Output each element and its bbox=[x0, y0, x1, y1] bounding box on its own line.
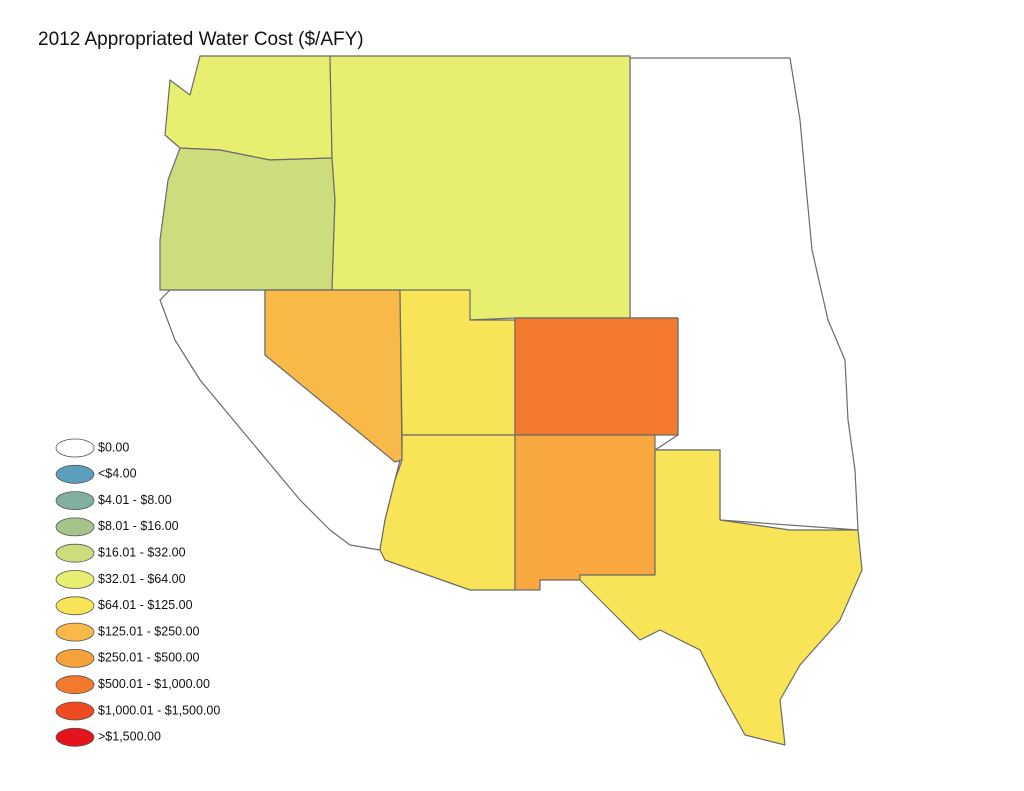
state-texas bbox=[579, 449, 863, 746]
legend-swatch bbox=[55, 517, 95, 537]
map-title: 2012 Appropriated Water Cost ($/AFY) bbox=[38, 29, 364, 50]
state-idaho-montana-wyoming bbox=[329, 55, 631, 321]
legend-swatch bbox=[55, 675, 95, 695]
legend-swatch bbox=[55, 438, 95, 458]
legend-swatch bbox=[55, 622, 95, 642]
legend-label: $16.01 - $32.00 bbox=[98, 545, 186, 559]
state-washington bbox=[164, 55, 333, 161]
legend-label: >$1,500.00 bbox=[98, 730, 161, 744]
legend-label: $500.01 - $1,000.00 bbox=[98, 677, 210, 691]
legend-label: $32.01 - $64.00 bbox=[98, 572, 186, 586]
legend-label: $8.01 - $16.00 bbox=[98, 519, 179, 533]
legend-label: $250.01 - $500.00 bbox=[98, 651, 200, 665]
legend-label: $64.01 - $125.00 bbox=[98, 598, 193, 612]
legend-label: $4.01 - $8.00 bbox=[98, 493, 172, 507]
state-colorado bbox=[514, 317, 679, 436]
legend-label: $0.00 bbox=[98, 440, 129, 454]
legend-swatch bbox=[55, 596, 95, 616]
state-new-mexico bbox=[514, 434, 656, 591]
legend-swatch bbox=[55, 727, 95, 747]
legend-swatch bbox=[55, 464, 95, 484]
legend-swatch bbox=[55, 491, 95, 511]
state-oregon bbox=[159, 147, 336, 291]
legend-label: $125.01 - $250.00 bbox=[98, 624, 200, 638]
state-nevada bbox=[264, 289, 403, 463]
legend-swatch bbox=[55, 570, 95, 589]
legend-label: <$4.00 bbox=[98, 467, 137, 481]
legend-label: $1,000.01 - $1,500.00 bbox=[98, 703, 220, 717]
states bbox=[159, 55, 863, 746]
legend-swatch bbox=[55, 649, 95, 668]
legend-swatch bbox=[55, 701, 95, 721]
legend-swatch bbox=[55, 543, 95, 563]
